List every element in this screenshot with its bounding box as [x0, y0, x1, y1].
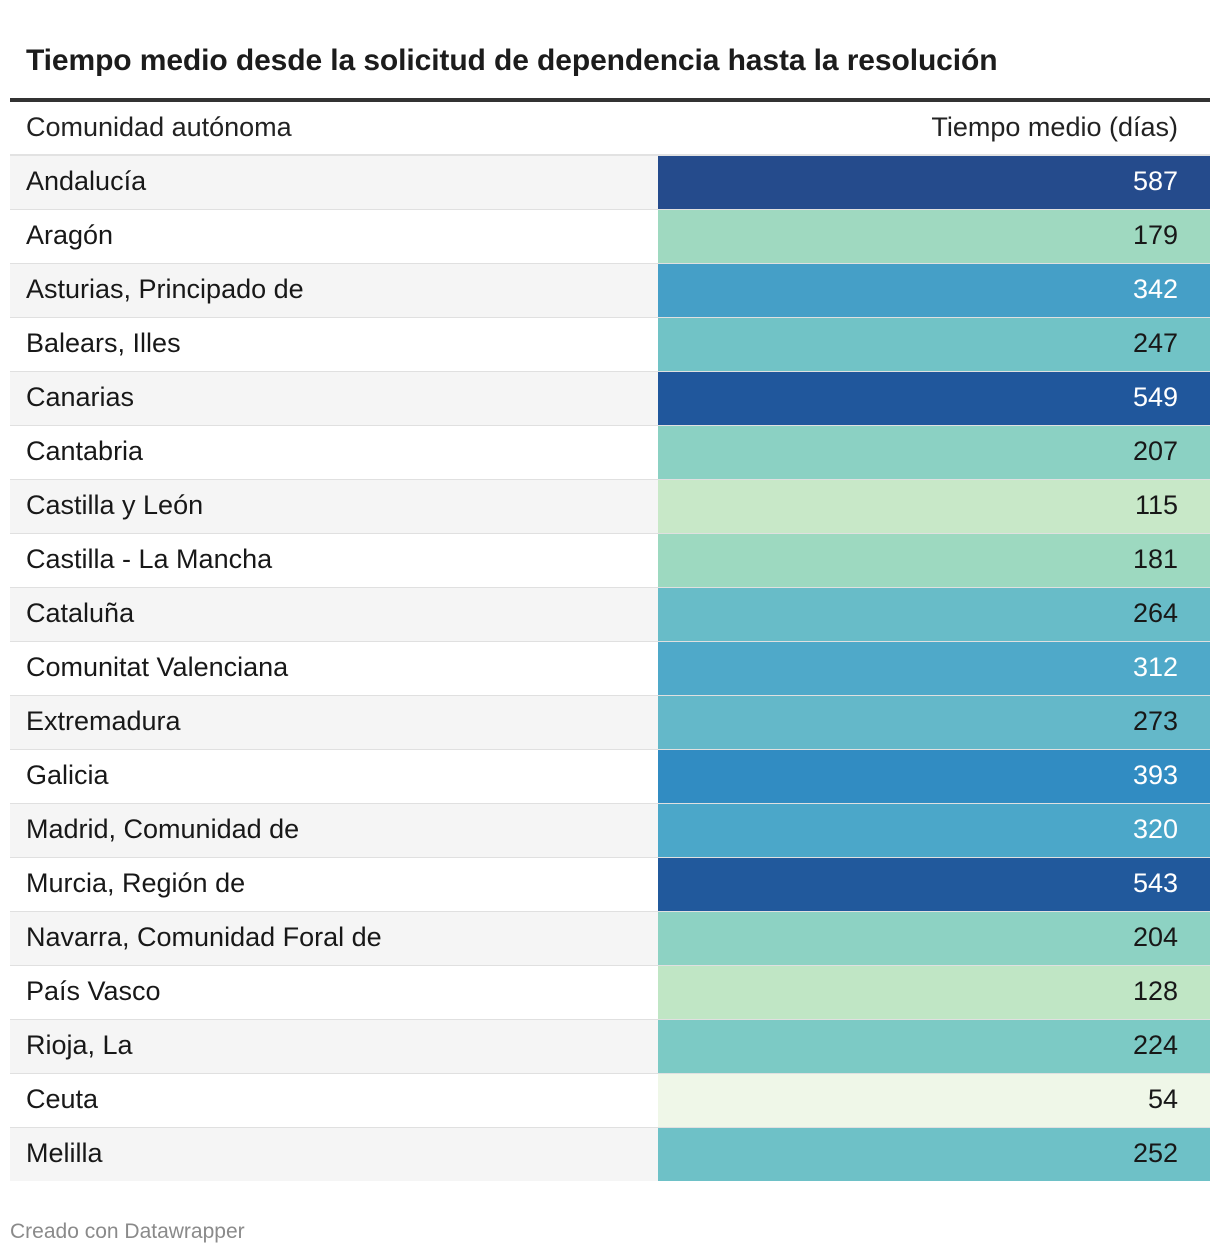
region-name: Ceuta: [26, 1084, 99, 1114]
region-name: Rioja, La: [26, 1030, 133, 1060]
footer-credit[interactable]: Creado con Datawrapper: [10, 1220, 245, 1243]
table-row: Galicia 393: [10, 750, 1210, 804]
table-row: Canarias 549: [10, 372, 1210, 426]
days-value-cell: 273: [658, 696, 1210, 749]
table-row: Rioja, La 224: [10, 1020, 1210, 1074]
region-name: Andalucía: [26, 166, 147, 196]
region-name: Comunitat Valenciana: [26, 652, 289, 682]
table-row: Murcia, Región de 543: [10, 858, 1210, 912]
header-rule: [10, 98, 1210, 102]
region-name: Murcia, Región de: [26, 868, 246, 898]
days-value-cell: 342: [658, 264, 1210, 317]
days-value-cell: 543: [658, 858, 1210, 911]
days-value-cell: 247: [658, 318, 1210, 371]
region-name: Madrid, Comunidad de: [26, 814, 300, 844]
region-name: Canarias: [26, 382, 135, 412]
table-row: Navarra, Comunidad Foral de 204: [10, 912, 1210, 966]
table-row: Ceuta 54: [10, 1074, 1210, 1128]
days-value-cell: 224: [658, 1020, 1210, 1073]
days-value-cell: 181: [658, 534, 1210, 587]
table-row: Comunitat Valenciana 312: [10, 642, 1210, 696]
table-header: Comunidad autónoma Tiempo medio (días): [10, 102, 1210, 156]
days-value-cell: 320: [658, 804, 1210, 857]
table-row: Madrid, Comunidad de 320: [10, 804, 1210, 858]
region-name: Aragón: [26, 220, 114, 250]
days-value-cell: 252: [658, 1128, 1210, 1181]
region-name: Cantabria: [26, 436, 144, 466]
region-name: Asturias, Principado de: [26, 274, 304, 304]
table-row: Melilla 252: [10, 1128, 1210, 1181]
table-body: Andalucía 587 Aragón 179 Asturias, Principad…: [10, 156, 1210, 1181]
table-row: Castilla y León 115: [10, 480, 1210, 534]
days-value-cell: 312: [658, 642, 1210, 695]
table-row: Aragón 179: [10, 210, 1210, 264]
days-value-cell: 393: [658, 750, 1210, 803]
region-name: Cataluña: [26, 598, 135, 628]
days-value-cell: 207: [658, 426, 1210, 479]
region-name: Castilla y León: [26, 490, 204, 520]
days-value-cell: 115: [658, 480, 1210, 533]
days-value-cell: 128: [658, 966, 1210, 1019]
region-name: Melilla: [26, 1138, 103, 1168]
days-value-cell: 264: [658, 588, 1210, 641]
column-header-region[interactable]: Comunidad autónoma: [26, 112, 292, 142]
column-header-days[interactable]: Tiempo medio (días): [931, 112, 1178, 142]
region-name: Navarra, Comunidad Foral de: [26, 922, 382, 952]
days-value-cell: 549: [658, 372, 1210, 425]
region-name: País Vasco: [26, 976, 161, 1006]
table-row: Extremadura 273: [10, 696, 1210, 750]
table-row: Asturias, Principado de 342: [10, 264, 1210, 318]
days-value-cell: 179: [658, 210, 1210, 263]
table-row: Cantabria 207: [10, 426, 1210, 480]
table-row: Cataluña 264: [10, 588, 1210, 642]
days-value-cell: 587: [658, 156, 1210, 209]
region-name: Extremadura: [26, 706, 181, 736]
table-row: Balears, Illes 247: [10, 318, 1210, 372]
region-name: Castilla - La Mancha: [26, 544, 273, 574]
table-row: País Vasco 128: [10, 966, 1210, 1020]
region-name: Galicia: [26, 760, 109, 790]
days-value-cell: 54: [658, 1074, 1210, 1127]
chart-title: Tiempo medio desde la solicitud de depen…: [26, 44, 998, 77]
region-name: Balears, Illes: [26, 328, 181, 358]
table-row: Andalucía 587: [10, 156, 1210, 210]
table-row: Castilla - La Mancha 181: [10, 534, 1210, 588]
days-value-cell: 204: [658, 912, 1210, 965]
